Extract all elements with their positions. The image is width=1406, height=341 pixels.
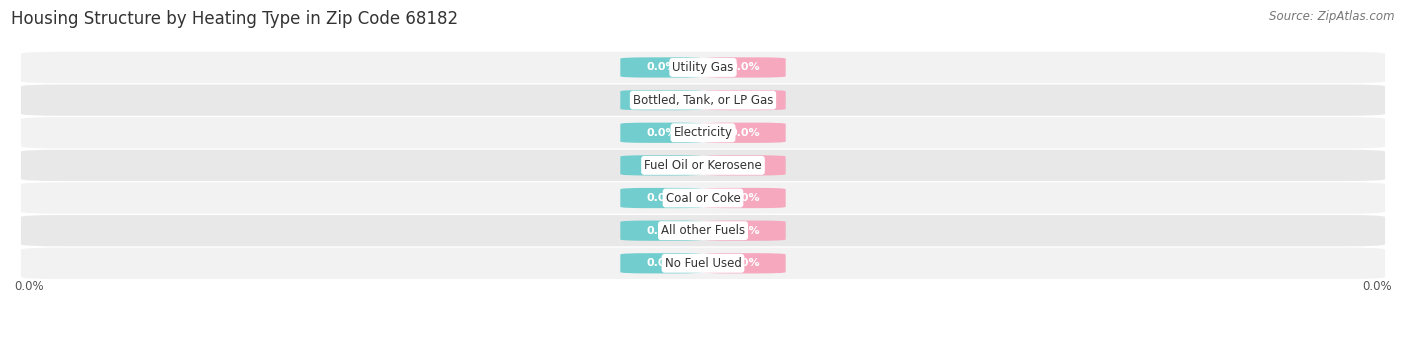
Text: 0.0%: 0.0% (647, 226, 676, 236)
FancyBboxPatch shape (703, 90, 786, 110)
Text: 0.0%: 0.0% (730, 62, 759, 73)
FancyBboxPatch shape (620, 57, 703, 78)
FancyBboxPatch shape (620, 123, 703, 143)
Text: All other Fuels: All other Fuels (661, 224, 745, 237)
Text: 0.0%: 0.0% (730, 226, 759, 236)
Text: 0.0%: 0.0% (730, 258, 759, 268)
Text: Bottled, Tank, or LP Gas: Bottled, Tank, or LP Gas (633, 94, 773, 107)
FancyBboxPatch shape (21, 85, 1385, 116)
Text: Coal or Coke: Coal or Coke (665, 192, 741, 205)
Text: No Fuel Used: No Fuel Used (665, 257, 741, 270)
Text: Electricity: Electricity (673, 126, 733, 139)
FancyBboxPatch shape (620, 90, 703, 110)
FancyBboxPatch shape (703, 221, 786, 241)
Text: Housing Structure by Heating Type in Zip Code 68182: Housing Structure by Heating Type in Zip… (11, 10, 458, 28)
FancyBboxPatch shape (620, 221, 703, 241)
FancyBboxPatch shape (21, 117, 1385, 148)
FancyBboxPatch shape (703, 188, 786, 208)
Text: 0.0%: 0.0% (647, 128, 676, 138)
Text: 0.0%: 0.0% (647, 193, 676, 203)
FancyBboxPatch shape (620, 253, 703, 273)
FancyBboxPatch shape (620, 155, 703, 176)
FancyBboxPatch shape (21, 52, 1385, 83)
Text: Source: ZipAtlas.com: Source: ZipAtlas.com (1270, 10, 1395, 23)
Text: 0.0%: 0.0% (647, 62, 676, 73)
Text: 0.0%: 0.0% (730, 95, 759, 105)
Text: Fuel Oil or Kerosene: Fuel Oil or Kerosene (644, 159, 762, 172)
Text: 0.0%: 0.0% (1362, 280, 1392, 293)
FancyBboxPatch shape (703, 155, 786, 176)
Text: 0.0%: 0.0% (14, 280, 44, 293)
Text: Utility Gas: Utility Gas (672, 61, 734, 74)
Text: 0.0%: 0.0% (647, 258, 676, 268)
FancyBboxPatch shape (703, 123, 786, 143)
FancyBboxPatch shape (21, 248, 1385, 279)
FancyBboxPatch shape (703, 253, 786, 273)
Text: 0.0%: 0.0% (730, 128, 759, 138)
Text: 0.0%: 0.0% (730, 160, 759, 170)
FancyBboxPatch shape (21, 182, 1385, 214)
Text: 0.0%: 0.0% (647, 95, 676, 105)
FancyBboxPatch shape (21, 150, 1385, 181)
Text: 0.0%: 0.0% (730, 193, 759, 203)
FancyBboxPatch shape (703, 57, 786, 78)
FancyBboxPatch shape (620, 188, 703, 208)
Text: 0.0%: 0.0% (647, 160, 676, 170)
FancyBboxPatch shape (21, 215, 1385, 246)
